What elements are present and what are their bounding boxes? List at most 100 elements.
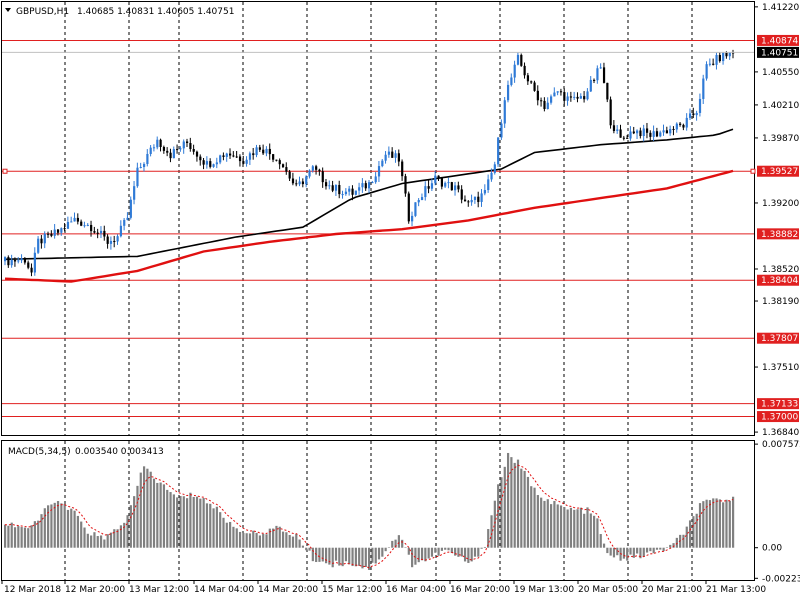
macd-bar [133, 496, 136, 548]
candle-body-up [344, 191, 348, 195]
macd-bar [192, 496, 195, 548]
level-handle-left[interactable] [2, 168, 8, 174]
candle-body-up [688, 113, 692, 118]
candle-body-up [348, 188, 351, 192]
symbol-timeframe[interactable]: GBPUSD,H1 [16, 7, 69, 17]
macd-bar [629, 547, 632, 555]
candle-body-up [715, 54, 718, 65]
macd-bar [86, 533, 89, 548]
level-price-tag-label: 1.38882 [761, 230, 798, 240]
level-price-tag-label: 1.38404 [761, 276, 798, 286]
macd-bar [477, 547, 480, 557]
symbol-dropdown-icon[interactable] [5, 8, 11, 12]
candle-body-down [364, 183, 367, 189]
macd-bar [437, 547, 440, 556]
macd-bar [70, 508, 73, 548]
macd-bar [450, 547, 453, 554]
candle-body-up [550, 96, 553, 103]
candle-body-up [616, 129, 619, 131]
candle-body-up [589, 79, 592, 92]
candle-body-down [321, 171, 324, 183]
chart-header: GBPUSD,H1 1.40685 1.40831 1.40605 1.4075… [5, 7, 234, 17]
candle-body-up [368, 182, 371, 189]
candle-body-down [407, 193, 410, 222]
macd-bar [692, 516, 695, 548]
macd-bar [596, 518, 599, 548]
macd-bar [427, 547, 430, 559]
macd-bar [434, 547, 437, 553]
candle-body-down [242, 161, 245, 164]
candle-body-up [513, 64, 516, 78]
macd-bar [66, 509, 70, 548]
candle-body-down [626, 137, 629, 139]
candle-body-down [463, 199, 467, 202]
candle-body-down [268, 148, 271, 155]
time-axis: 12 Mar 2018 12 Mar 20:00 13 Mar 12:00 14 Ma… [1, 580, 766, 595]
macd-bar [616, 547, 619, 556]
macd-bar [506, 452, 510, 548]
horizontal-levels[interactable] [2, 39, 756, 418]
candle-body-up [328, 185, 331, 187]
macd-bar [60, 503, 63, 548]
candle-body-down [113, 240, 116, 242]
price-pane-frame [1, 1, 755, 436]
macd-bar [513, 462, 516, 548]
macd-bar [334, 547, 338, 561]
macd-bar [662, 547, 665, 552]
macd-bar [364, 547, 367, 568]
macd-bar [391, 540, 394, 548]
candle-body-down [40, 238, 43, 244]
candle-body-up [172, 149, 175, 159]
candle-body-up [311, 166, 314, 171]
candle-body-up [225, 153, 228, 157]
candle-body-up [599, 67, 602, 69]
level-price-tag-label: 1.37133 [761, 400, 798, 410]
macd-bar [17, 526, 20, 548]
macd-bar [702, 501, 705, 548]
candle-body-up [387, 151, 391, 155]
candle-body-up [642, 128, 645, 137]
level-handle-right[interactable] [750, 168, 756, 174]
macd-bar [602, 543, 606, 548]
macd-bar [341, 547, 344, 567]
macd-bar [328, 547, 331, 565]
candle-body-down [295, 183, 298, 185]
macd-bar [152, 478, 156, 548]
macd-bar [288, 535, 291, 548]
macd-bar [305, 547, 308, 551]
candle-body-down [56, 229, 60, 233]
macd-bar [301, 545, 305, 548]
candle-body-down [285, 167, 288, 172]
macd-bar [331, 547, 334, 568]
macd-bar [13, 527, 17, 548]
macd-bar [298, 539, 301, 548]
candle-body-down [288, 171, 291, 179]
candle-body-down [530, 81, 533, 83]
macd-bar [252, 530, 255, 548]
candle-body-up [17, 260, 20, 262]
macd-bar [172, 494, 175, 548]
macd-bar [258, 535, 261, 548]
price-axis-label: 1.37510 [762, 363, 799, 373]
candle-body-up [566, 96, 569, 101]
macd-bar [715, 498, 718, 548]
candle-body-down [563, 92, 566, 101]
candle-body-up [33, 252, 36, 273]
candle-body-up [705, 64, 708, 79]
candle-body-down [536, 90, 539, 101]
candle-body-down [281, 164, 285, 168]
macd-bar [417, 547, 420, 563]
candle-body-up [53, 229, 56, 236]
candle-body-up [430, 183, 434, 189]
grid-layer [64, 2, 693, 580]
macd-bar [40, 514, 43, 548]
macd-bar [268, 528, 271, 548]
macd-bar [467, 547, 470, 563]
macd-bar [119, 525, 123, 548]
candle-body-down [543, 100, 546, 110]
candle-body-up [212, 164, 215, 167]
candle-body-down [106, 236, 109, 244]
macd-bar [387, 547, 391, 548]
